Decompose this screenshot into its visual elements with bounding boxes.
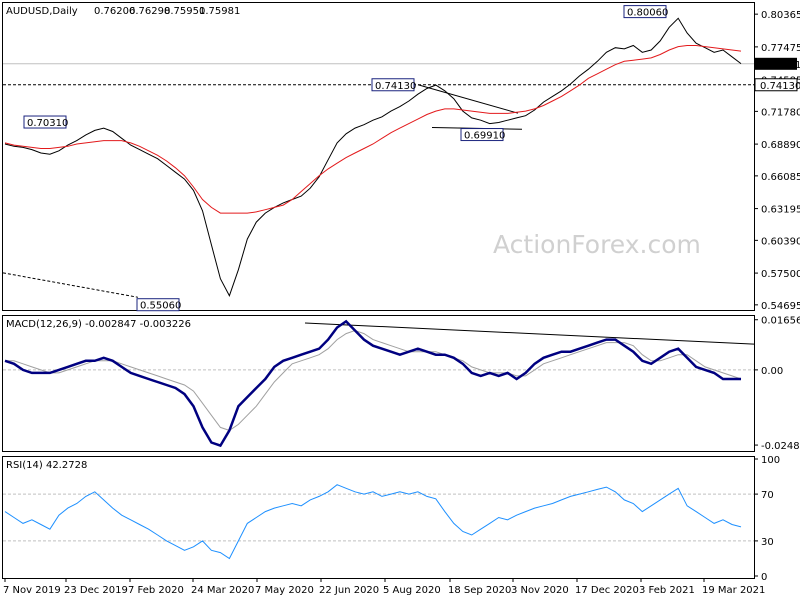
callout-080060-box	[623, 5, 667, 19]
x-tick-label: 3 Nov 2020	[511, 585, 569, 596]
rsi-panel	[2, 456, 755, 579]
support-trendline	[2, 272, 139, 298]
rsi-series	[4, 484, 742, 560]
rsi-ytick-label: 70	[761, 490, 774, 501]
ohlc-open: 0.76206	[94, 6, 135, 17]
ohlc-low: 0.75951	[164, 6, 205, 17]
callout-074130-label: 0.74130	[375, 81, 416, 92]
callout-069910-box	[460, 128, 504, 142]
callout-070310-box	[23, 115, 67, 129]
ohlc-close: 0.75981	[199, 6, 240, 17]
price-ytick-label: 0.71780	[761, 107, 800, 118]
x-tick-label: 24 Mar 2020	[191, 585, 254, 596]
x-tick-label: 7 May 2020	[255, 585, 314, 596]
x-tick-label: 23 Dec 2019	[64, 585, 128, 596]
level-price-label: 0.74130	[760, 81, 800, 92]
price-panel	[2, 2, 755, 311]
symbol-label: AUDUSD,Daily	[6, 6, 78, 17]
price-ytick-label: 0.57500	[761, 269, 800, 280]
price-ytick-label: 0.80365	[761, 10, 800, 21]
current-price-marker	[755, 57, 797, 70]
x-tick-label: 18 Sep 2020	[448, 585, 511, 596]
price-ytick-label: 0.77475	[761, 43, 800, 54]
callout-069910-label: 0.69910	[464, 131, 505, 142]
current-price-label: 0.75981	[760, 60, 800, 71]
x-tick-label: 17 Dec 2020	[575, 585, 639, 596]
macd-ytick-label: 0.00	[761, 366, 783, 377]
x-tick-label: 3 Feb 2021	[639, 585, 695, 596]
macd-panel	[2, 315, 755, 452]
callout-070310-label: 0.70310	[27, 118, 68, 129]
rsi-ytick-label: 0	[761, 572, 767, 583]
callout-080060-label: 0.80060	[627, 8, 668, 19]
price-series	[4, 17, 742, 297]
macd-label: MACD(12,26,9) -0.002847 -0.003226	[6, 319, 191, 330]
ohlc-high: 0.76298	[129, 6, 170, 17]
x-tick-label: 22 Jun 2020	[319, 585, 379, 596]
macd-series	[4, 319, 741, 448]
x-tick-label: 7 Nov 2019	[3, 585, 61, 596]
callout-055060-box	[136, 298, 180, 312]
watermark: ActionForex.com	[493, 230, 701, 259]
x-tick-label: 5 Aug 2020	[383, 585, 441, 596]
price-ytick-label: 0.54695	[761, 301, 800, 312]
price-ytick-label: 0.60390	[761, 236, 800, 247]
macd-trendline	[304, 322, 755, 345]
x-tick-label: 7 Feb 2020	[128, 585, 184, 596]
rsi-ytick-label: 100	[761, 455, 780, 466]
level-price-marker	[754, 78, 798, 92]
price-ytick-label: 0.68890	[761, 140, 800, 151]
triangle-upper-line	[417, 84, 519, 114]
price-ytick-label: 0.66085	[761, 172, 800, 183]
sma-series	[4, 45, 742, 214]
x-tick-label: 19 Mar 2021	[702, 585, 765, 596]
rsi-label: RSI(14) 42.2728	[6, 460, 87, 471]
rsi-ytick-label: 30	[761, 537, 774, 548]
macd-ytick-label: 0.016567	[761, 316, 800, 327]
price-ytick-label: 0.63195	[761, 205, 800, 216]
callout-074130-box	[371, 78, 415, 92]
macd-ytick-label: -0.02484	[761, 441, 800, 452]
callout-055060-label: 0.55060	[140, 301, 181, 312]
